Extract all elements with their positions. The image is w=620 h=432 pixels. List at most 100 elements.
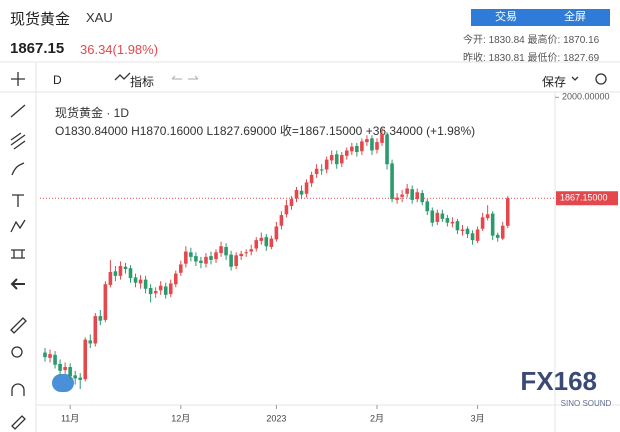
candle bbox=[254, 237, 259, 252]
candle bbox=[138, 275, 143, 289]
candle-body bbox=[158, 285, 163, 291]
candle-body bbox=[370, 138, 374, 151]
indicator-icon bbox=[114, 72, 131, 81]
candle bbox=[264, 234, 269, 251]
candle-body bbox=[168, 283, 173, 295]
candle bbox=[480, 212, 485, 232]
indicators[interactable]: 指标 bbox=[130, 75, 155, 89]
line-tool[interactable] bbox=[10, 104, 26, 118]
candle bbox=[199, 256, 203, 269]
zoom-tool[interactable] bbox=[11, 346, 23, 358]
candle-body bbox=[355, 145, 359, 153]
undo-redo[interactable] bbox=[171, 75, 199, 80]
candle-body bbox=[63, 367, 67, 371]
save[interactable]: 保存 bbox=[542, 75, 567, 89]
candle-body bbox=[153, 291, 158, 294]
candle-body bbox=[148, 288, 153, 295]
candle bbox=[329, 150, 334, 165]
candle-body bbox=[189, 252, 193, 257]
candle bbox=[53, 351, 57, 369]
candle bbox=[168, 279, 173, 298]
candle-body bbox=[430, 210, 435, 223]
candle bbox=[435, 209, 440, 225]
candle-body bbox=[304, 182, 309, 194]
candle bbox=[108, 259, 113, 288]
stat-value: 1870.16 bbox=[563, 35, 600, 46]
candle bbox=[234, 252, 238, 270]
instrument-symbol: XAU bbox=[86, 10, 113, 25]
candle-body bbox=[113, 271, 118, 276]
candle bbox=[485, 205, 490, 221]
watermark-sub: SINO SOUND bbox=[561, 399, 612, 408]
candle bbox=[179, 260, 183, 276]
ohlc: (+1.98%) bbox=[426, 124, 476, 138]
candle bbox=[345, 147, 349, 160]
measure-tool[interactable] bbox=[11, 249, 25, 259]
candle-body bbox=[78, 377, 83, 380]
candle-body bbox=[500, 225, 505, 239]
crosshair-tool[interactable] bbox=[11, 72, 25, 86]
candle bbox=[239, 250, 243, 260]
candle-body bbox=[425, 201, 430, 212]
candle bbox=[294, 186, 299, 203]
fullscreen-button[interactable]: 全屏 bbox=[540, 9, 610, 26]
x-tick-label: 2月 bbox=[370, 413, 384, 423]
candle bbox=[355, 142, 359, 157]
candle-body bbox=[58, 363, 62, 371]
stat-value: 1830.84 bbox=[488, 35, 525, 46]
candle bbox=[209, 251, 213, 265]
candle-body bbox=[339, 155, 344, 164]
candle-body bbox=[375, 142, 379, 150]
candle-body bbox=[73, 375, 77, 379]
candle bbox=[490, 211, 495, 241]
candle bbox=[58, 359, 62, 376]
magnet-tool[interactable] bbox=[11, 383, 25, 396]
brush-tool[interactable] bbox=[11, 162, 25, 176]
candle bbox=[410, 185, 414, 204]
candle bbox=[63, 362, 67, 374]
candle-body bbox=[133, 277, 138, 283]
candle bbox=[83, 337, 88, 382]
candle bbox=[153, 287, 158, 298]
candle bbox=[304, 179, 309, 198]
pattern-tool[interactable] bbox=[10, 219, 26, 233]
candle bbox=[259, 232, 264, 245]
candle-body bbox=[234, 255, 238, 266]
settings[interactable] bbox=[595, 73, 607, 85]
ruler-tool[interactable] bbox=[10, 317, 27, 334]
trade-button[interactable]: 交易 bbox=[471, 9, 541, 26]
candle-body bbox=[334, 154, 339, 165]
candle-body bbox=[360, 141, 364, 152]
candle-body bbox=[209, 256, 213, 260]
candle bbox=[284, 199, 289, 218]
candle bbox=[319, 164, 324, 175]
interval[interactable]: D bbox=[53, 73, 62, 87]
stat-label: 最高价: bbox=[527, 35, 561, 46]
candle bbox=[460, 224, 465, 236]
text-tool[interactable] bbox=[12, 194, 24, 207]
candle bbox=[98, 310, 103, 326]
instrument-name: 现货黄金 bbox=[10, 11, 71, 28]
candle bbox=[113, 265, 118, 282]
fib-tool[interactable] bbox=[10, 132, 26, 150]
candle bbox=[78, 373, 83, 390]
candle bbox=[219, 241, 223, 257]
candle-body bbox=[244, 252, 248, 254]
logo-badge[interactable] bbox=[52, 374, 74, 392]
x-tick-label: 2023 bbox=[266, 413, 286, 423]
candle bbox=[184, 246, 188, 268]
candle bbox=[269, 235, 274, 250]
candle bbox=[163, 282, 168, 299]
candle-body bbox=[269, 238, 274, 247]
back-tool[interactable] bbox=[10, 278, 25, 290]
candle-body bbox=[264, 237, 269, 247]
save-menu[interactable] bbox=[571, 76, 579, 81]
candle bbox=[350, 142, 354, 156]
candle bbox=[173, 270, 178, 288]
candle bbox=[48, 349, 52, 363]
candle-body bbox=[179, 264, 183, 273]
candle-body bbox=[435, 212, 440, 222]
pencil-tool[interactable] bbox=[11, 415, 26, 430]
candle-body bbox=[294, 190, 299, 199]
candle-body bbox=[184, 251, 188, 264]
